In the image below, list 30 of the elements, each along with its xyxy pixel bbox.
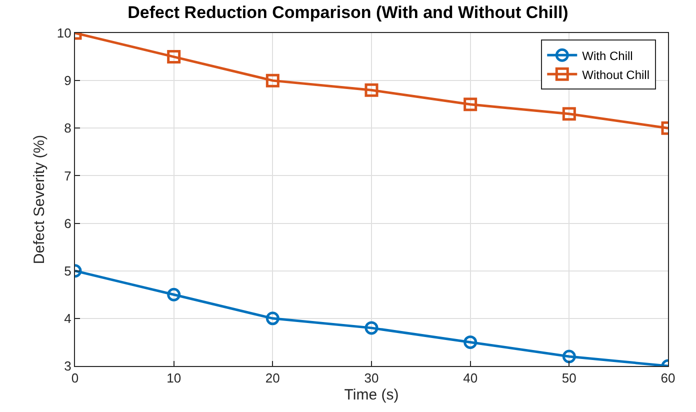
legend-label: With Chill (582, 48, 633, 63)
y-tick-label: 9 (64, 73, 72, 88)
y-tick-label: 7 (64, 168, 72, 184)
point (562, 350, 576, 364)
y-axis-title: Defect Severity (%) (31, 134, 48, 264)
x-tick-label: 20 (265, 370, 280, 386)
x-tick-label: 60 (660, 370, 676, 386)
point (464, 335, 478, 349)
point (266, 74, 280, 88)
point (364, 83, 378, 97)
point (464, 98, 478, 112)
x-tick-label: 10 (166, 370, 182, 386)
x-axis-title: Time (s) (344, 386, 399, 404)
y-tick-label: 4 (64, 310, 72, 326)
point (266, 312, 280, 326)
point (167, 288, 181, 302)
x-tick-label: 0 (71, 370, 79, 386)
y-tick-label: 10 (56, 26, 72, 41)
y-tick-label: 3 (64, 358, 72, 374)
point (167, 50, 181, 64)
x-tick-label: 50 (562, 370, 576, 386)
point (364, 321, 378, 335)
x-tick-label: 30 (364, 370, 379, 386)
y-tick-label: 8 (64, 120, 72, 136)
y-tick-label: 5 (64, 263, 72, 278)
y-tick-label: 6 (64, 216, 72, 231)
point (562, 107, 576, 121)
x-tick-label: 40 (463, 370, 478, 386)
chart-title: Defect Reduction Comparison (With and Without Chill) (128, 3, 568, 22)
legend-label: Without Chill (582, 68, 650, 82)
